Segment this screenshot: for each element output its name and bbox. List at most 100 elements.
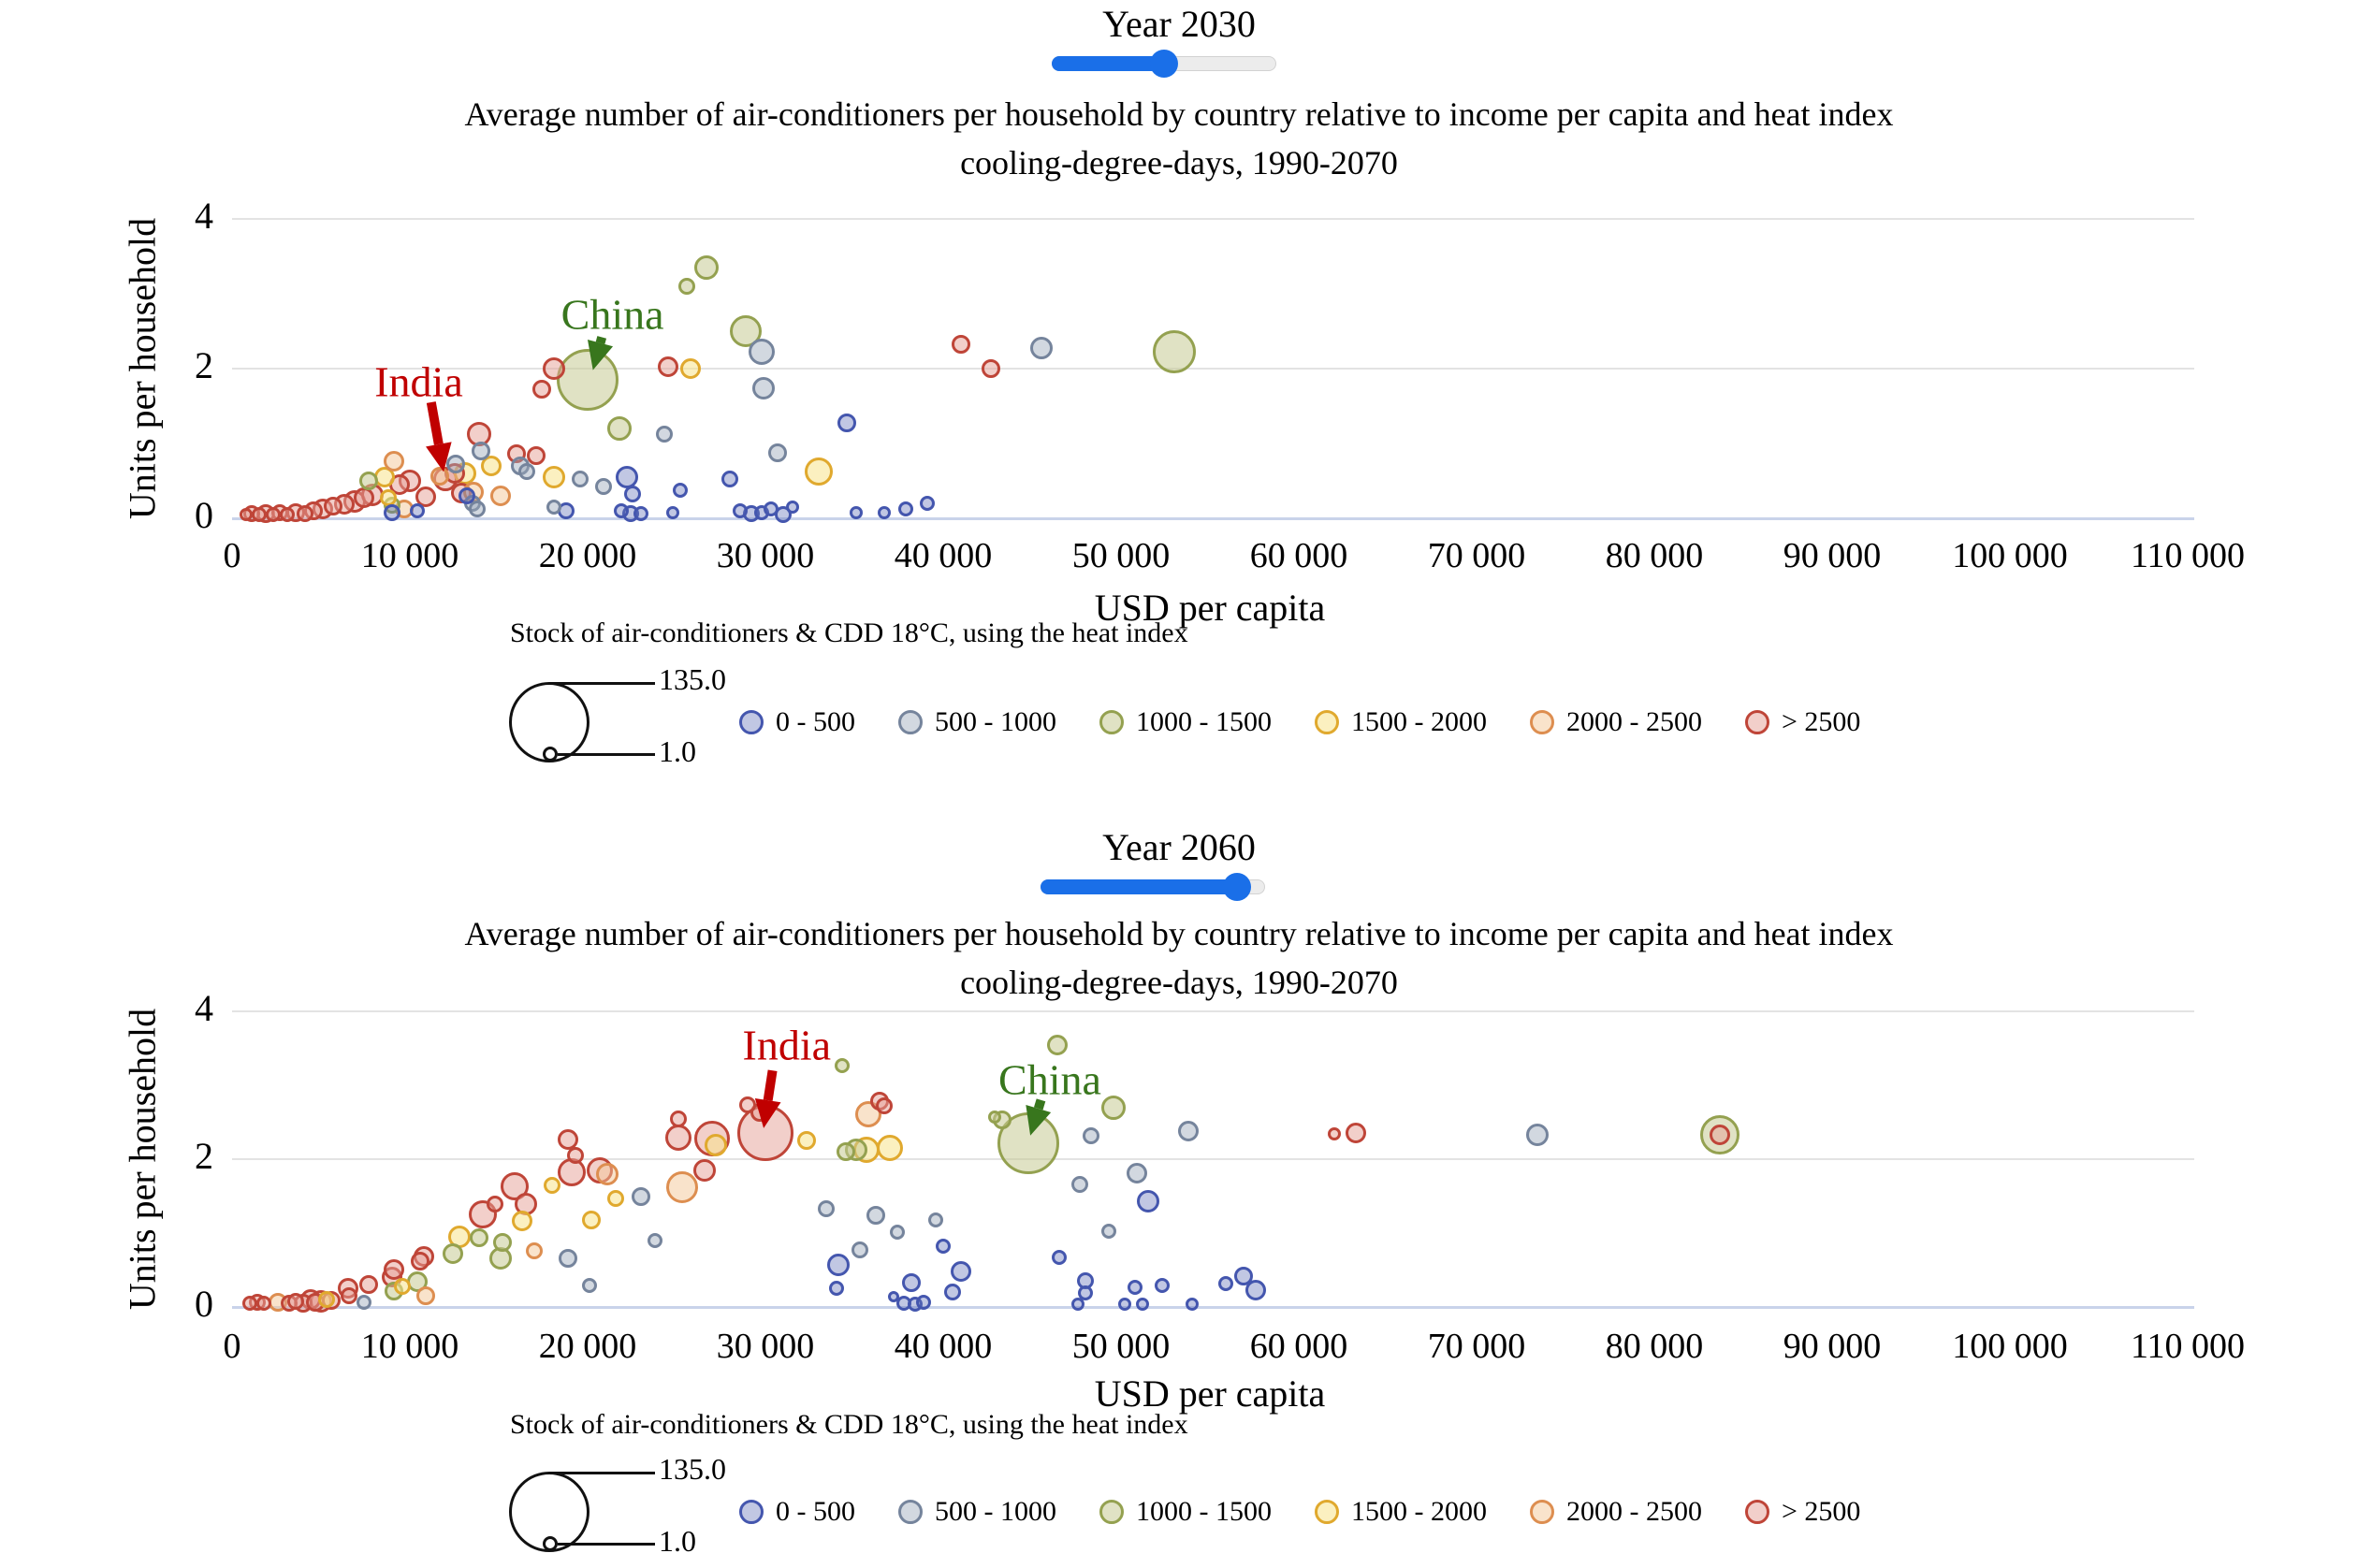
bubble-blue xyxy=(901,1272,921,1292)
x-tick-label: 30 000 xyxy=(716,536,815,575)
bubble-red xyxy=(657,356,678,377)
bubble-red xyxy=(1710,1124,1731,1145)
bubble-gray xyxy=(559,1248,578,1268)
bubble-blue xyxy=(733,503,749,518)
size-legend-max-label: 135.0 xyxy=(659,662,726,696)
bubble-blue xyxy=(1245,1279,1267,1300)
bubble-gray xyxy=(472,442,490,460)
legend-item-label: 0 - 500 xyxy=(776,706,855,737)
bubble-blue xyxy=(887,1290,899,1302)
x-tick-label: 10 000 xyxy=(360,1327,459,1366)
slider-thumb[interactable] xyxy=(1223,873,1251,901)
legend-item-label: 1000 - 1500 xyxy=(1136,706,1272,737)
x-tick-label: 80 000 xyxy=(1605,1327,1704,1366)
bubble-blue xyxy=(666,505,680,519)
x-tick-label: 40 000 xyxy=(894,536,993,575)
x-tick-label: 70 000 xyxy=(1427,1327,1526,1366)
bubble-blue xyxy=(614,503,630,518)
bubble-gray xyxy=(1178,1120,1200,1141)
bubble-blue xyxy=(878,506,892,520)
bubble-red xyxy=(256,1296,272,1312)
bubble-gray xyxy=(469,500,487,517)
y-tick-label: 2 xyxy=(195,344,213,386)
bubble-red xyxy=(876,1097,894,1115)
legend-item-label: 1500 - 2000 xyxy=(1351,706,1487,737)
bubble-olive xyxy=(557,349,619,411)
bubble-blue xyxy=(1117,1297,1131,1311)
legend-item-gray: 500 - 1000 xyxy=(898,706,1056,738)
bubble-gray xyxy=(572,471,590,488)
year-slider-2030[interactable] xyxy=(1052,49,1276,78)
bubble-blue xyxy=(1078,1285,1093,1300)
bubble-gray xyxy=(581,1278,597,1294)
bubble-blue xyxy=(384,504,400,522)
bubble-yellow xyxy=(380,488,398,506)
bubble-blue xyxy=(785,501,799,514)
bubble-red xyxy=(415,486,437,507)
bubble-blue xyxy=(826,1253,850,1276)
gridline xyxy=(232,1010,2194,1012)
bubble-gray xyxy=(866,1206,885,1226)
bubble-yellow xyxy=(511,1211,532,1232)
y-tick-label: 4 xyxy=(195,195,213,237)
legend-item-red: > 2500 xyxy=(1745,706,1860,738)
bubble-blue xyxy=(943,1284,961,1301)
legend-item-label: > 2500 xyxy=(1782,1496,1861,1527)
legend-dot-blue xyxy=(739,1500,764,1524)
bubble-yellow xyxy=(877,1135,903,1162)
bubble-orange xyxy=(526,1241,543,1259)
bubble-gray xyxy=(768,443,788,462)
bubble-blue xyxy=(1051,1250,1067,1266)
legend-title: Stock of air-conditioners & CDD 18°C, us… xyxy=(510,617,1188,648)
legend-dot-red xyxy=(1745,1500,1769,1524)
bubble-red xyxy=(265,507,281,522)
bubble-olive xyxy=(834,1057,850,1073)
size-legend-min-line xyxy=(558,753,655,756)
legend-dot-blue xyxy=(739,710,764,734)
bubble-olive xyxy=(1153,330,1196,374)
x-axis-title-2060: USD per capita xyxy=(1094,1372,1326,1415)
y-tick-label: 0 xyxy=(195,494,213,536)
bubble-red xyxy=(296,505,313,523)
gridline xyxy=(232,368,2194,370)
legend-item-orange: 2000 - 2500 xyxy=(1530,1496,1702,1528)
y-tick-label: 0 xyxy=(195,1283,213,1325)
bubble-red xyxy=(664,1125,691,1152)
bubble-red xyxy=(542,357,565,380)
bubble-blue xyxy=(849,506,863,520)
legend-dot-orange xyxy=(1530,710,1554,734)
bubble-red xyxy=(487,1196,504,1213)
bubble-red xyxy=(558,1128,579,1150)
size-legend-max-line xyxy=(549,1472,655,1474)
bubble-red xyxy=(279,507,295,522)
bubble-olive xyxy=(1046,1035,1068,1056)
x-tick-label: 110 000 xyxy=(2130,1327,2246,1366)
bubble-blue xyxy=(1186,1297,1199,1311)
bubble-yellow xyxy=(796,1131,816,1151)
category-legend: 0 - 500 500 - 1000 1000 - 1500 1500 - 2000 2… xyxy=(739,1493,1903,1531)
bubble-blue xyxy=(1071,1297,1085,1311)
legend-item-olive: 1000 - 1500 xyxy=(1099,706,1272,738)
bubble-gray xyxy=(546,500,561,515)
x-tick-label: 50 000 xyxy=(1071,1327,1171,1366)
bubble-olive xyxy=(470,1227,489,1247)
bubble-olive xyxy=(607,416,633,441)
bubble-gray xyxy=(356,1295,371,1311)
bubble-blue xyxy=(1218,1275,1234,1291)
bubble-gray xyxy=(632,1187,650,1207)
bubble-red xyxy=(669,1111,687,1128)
x-tick-label: 10 000 xyxy=(360,536,459,575)
bubble-blue xyxy=(458,487,475,504)
year-slider-2060[interactable] xyxy=(1041,872,1265,901)
size-legend-min-circle xyxy=(543,747,558,762)
bubble-red xyxy=(526,445,546,465)
legend-item-label: 1000 - 1500 xyxy=(1136,1496,1272,1527)
bubble-red xyxy=(739,1096,756,1114)
legend-item-label: 0 - 500 xyxy=(776,1496,855,1527)
bubble-olive xyxy=(442,1243,463,1265)
size-legend-min-circle xyxy=(543,1536,558,1551)
slider-thumb[interactable] xyxy=(1150,50,1178,78)
legend-item-blue: 0 - 500 xyxy=(739,706,855,738)
bubble-gray xyxy=(648,1232,663,1248)
